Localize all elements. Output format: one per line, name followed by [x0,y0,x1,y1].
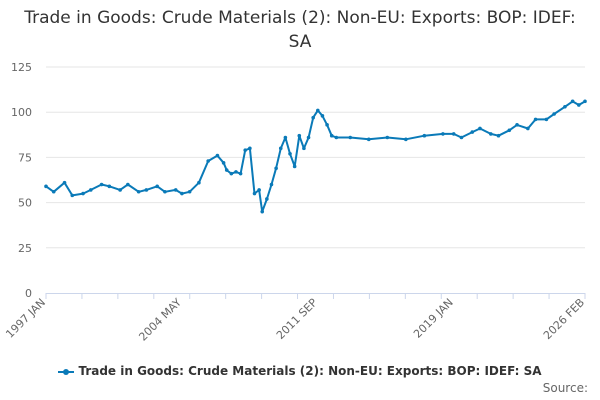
data-point [234,170,238,174]
data-point [366,137,371,142]
data-point [325,123,329,127]
data-point [515,123,519,127]
data-point [265,197,269,201]
data-point [404,137,408,142]
data-point [136,189,141,194]
chart-title: Trade in Goods: Crude Materials (2): Non… [24,8,576,52]
data-point [451,132,456,136]
data-point [348,135,353,140]
axes [45,293,586,299]
data-point [155,184,159,189]
data-point [507,128,512,133]
x-tick-label: 2011 SEP [274,296,320,342]
data-point [470,130,475,134]
data-point [260,209,265,214]
data-point [278,146,283,151]
data-point [144,188,149,192]
legend-line-marker-icon [58,367,75,377]
y-tick-label: 100 [11,106,32,119]
grid [46,66,585,249]
data-point [526,126,530,131]
data-point [118,188,122,192]
data-point [99,182,104,187]
data-point [283,135,288,140]
y-tick-label: 125 [11,61,32,74]
x-tick-label: 1997 JAN [3,296,48,341]
source-label: Source: [542,381,588,395]
y-tick-label: 0 [25,287,32,300]
data-point [243,148,248,152]
data-point [81,191,85,196]
data-point [224,168,229,172]
data-point [163,189,167,194]
data-point [51,189,56,194]
data-point [329,133,334,138]
data-point [563,104,567,109]
data-point [570,99,575,104]
data-point [306,135,311,140]
data-point [257,188,261,192]
data-point [238,171,243,176]
data-point [215,153,220,158]
legend[interactable]: Trade in Goods: Crude Materials (2): Non… [0,364,600,378]
data-point [173,188,178,192]
series-line [45,100,586,213]
data-point [248,146,252,151]
data-point [107,184,112,189]
data-point [206,159,210,163]
data-point [385,135,390,140]
y-tick-label: 75 [18,151,32,164]
data-point [316,108,320,113]
y-tick-label: 50 [18,197,32,210]
data-point [70,193,75,198]
data-point [552,112,556,116]
data-point [269,182,274,187]
x-tick-label: 2019 JAN [411,296,456,341]
data-point [334,135,339,140]
data-point [302,146,306,151]
legend-label: Trade in Goods: Crude Materials (2): Non… [78,364,542,378]
data-point [197,180,201,185]
x-tick-label: 2004 MAY [136,296,184,344]
data-point [297,133,302,138]
data-point [311,115,315,120]
data-point [288,151,292,156]
data-point [44,184,48,189]
data-point [488,132,493,136]
data-point [221,161,226,165]
x-tick-label: 2026 FEB [541,296,587,342]
data-point [583,99,587,104]
data-point [126,182,130,187]
data-point [88,188,93,192]
data-point [320,114,325,118]
data-point [292,164,297,169]
data-point [274,166,278,171]
data-point [577,103,581,107]
data-point [252,191,257,196]
series-layer [44,99,587,214]
y-tick-label: 25 [18,242,32,255]
data-point [496,133,501,138]
data-point [478,126,482,131]
data-point [62,180,67,185]
data-point [422,133,427,138]
data-point [180,191,184,196]
data-point [229,171,234,176]
data-point [533,117,538,122]
data-point [441,132,445,136]
data-point [459,135,464,140]
data-point [187,189,192,194]
data-point [544,117,549,122]
